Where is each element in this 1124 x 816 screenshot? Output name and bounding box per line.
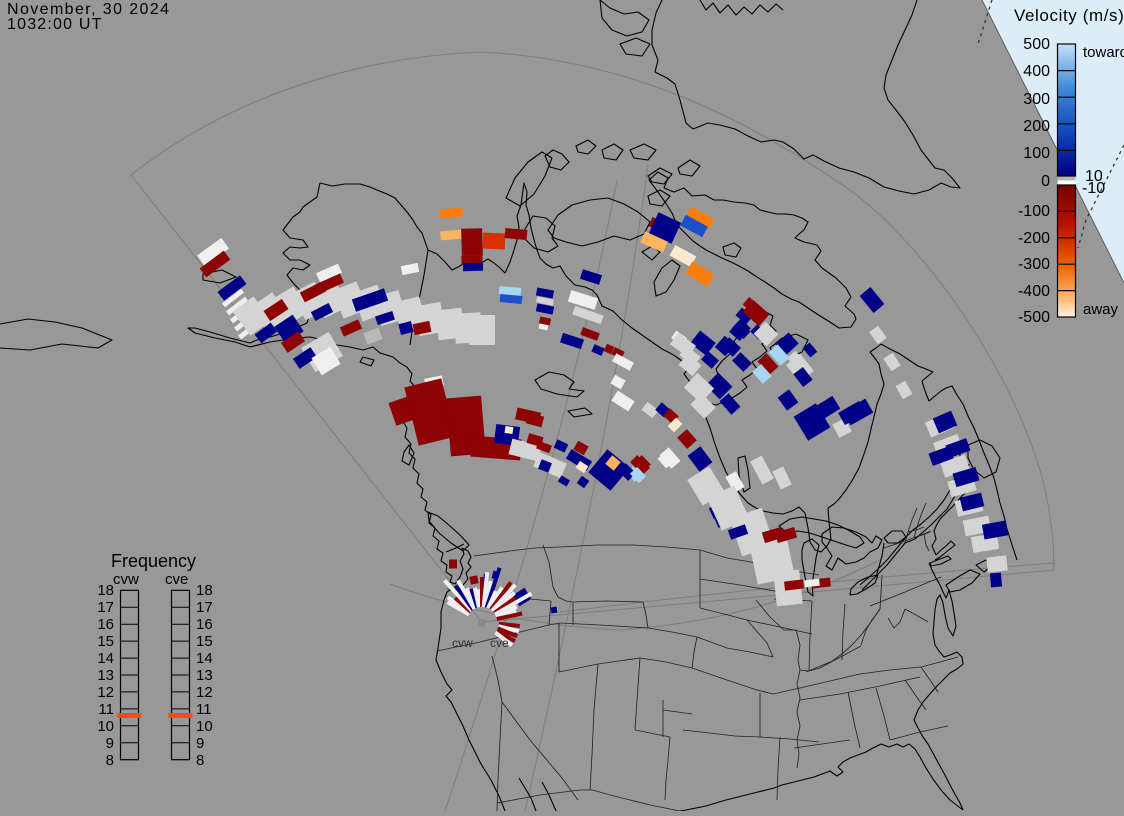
svg-text:0: 0 <box>1041 173 1050 190</box>
svg-text:Frequency: Frequency <box>111 551 196 571</box>
svg-text:15: 15 <box>196 633 213 650</box>
svg-text:100: 100 <box>1023 145 1050 162</box>
svg-text:1032:00 UT: 1032:00 UT <box>7 16 103 33</box>
svg-text:12: 12 <box>97 684 114 701</box>
svg-text:cve: cve <box>165 571 188 588</box>
svg-text:cve: cve <box>490 636 509 650</box>
svg-text:-100: -100 <box>1018 203 1050 220</box>
svg-text:-200: -200 <box>1018 230 1050 247</box>
svg-text:13: 13 <box>97 667 114 684</box>
svg-text:November, 30 2024: November, 30 2024 <box>7 1 170 18</box>
svg-text:400: 400 <box>1023 63 1050 80</box>
svg-text:11: 11 <box>98 701 114 718</box>
svg-text:17: 17 <box>196 599 213 616</box>
svg-text:16: 16 <box>196 616 213 633</box>
svg-text:12: 12 <box>196 684 213 701</box>
svg-text:cvw: cvw <box>113 571 139 588</box>
svg-text:18: 18 <box>196 582 213 599</box>
svg-text:200: 200 <box>1023 118 1050 135</box>
svg-text:10: 10 <box>97 718 114 735</box>
svg-text:11: 11 <box>196 701 212 718</box>
svg-text:away: away <box>1083 301 1119 318</box>
svg-text:Velocity (m/s): Velocity (m/s) <box>1014 6 1124 25</box>
svg-text:-10: -10 <box>1082 180 1105 197</box>
svg-text:10: 10 <box>196 718 213 735</box>
svg-text:-300: -300 <box>1018 256 1050 273</box>
svg-text:toward: toward <box>1083 44 1124 61</box>
svg-text:500: 500 <box>1023 36 1050 53</box>
svg-text:10: 10 <box>1085 168 1103 185</box>
svg-text:9: 9 <box>196 735 204 752</box>
svg-text:9: 9 <box>106 735 114 752</box>
svg-text:-400: -400 <box>1018 283 1050 300</box>
svg-text:-500: -500 <box>1018 309 1050 326</box>
svg-text:8: 8 <box>196 752 204 769</box>
svg-text:8: 8 <box>106 752 114 769</box>
svg-text:cvw: cvw <box>452 636 473 650</box>
svg-text:13: 13 <box>196 667 213 684</box>
svg-text:16: 16 <box>97 616 114 633</box>
svg-text:17: 17 <box>97 599 114 616</box>
svg-text:15: 15 <box>97 633 114 650</box>
svg-text:14: 14 <box>196 650 213 667</box>
svg-text:14: 14 <box>97 650 114 667</box>
svg-text:300: 300 <box>1023 91 1050 108</box>
svg-text:18: 18 <box>97 582 114 599</box>
